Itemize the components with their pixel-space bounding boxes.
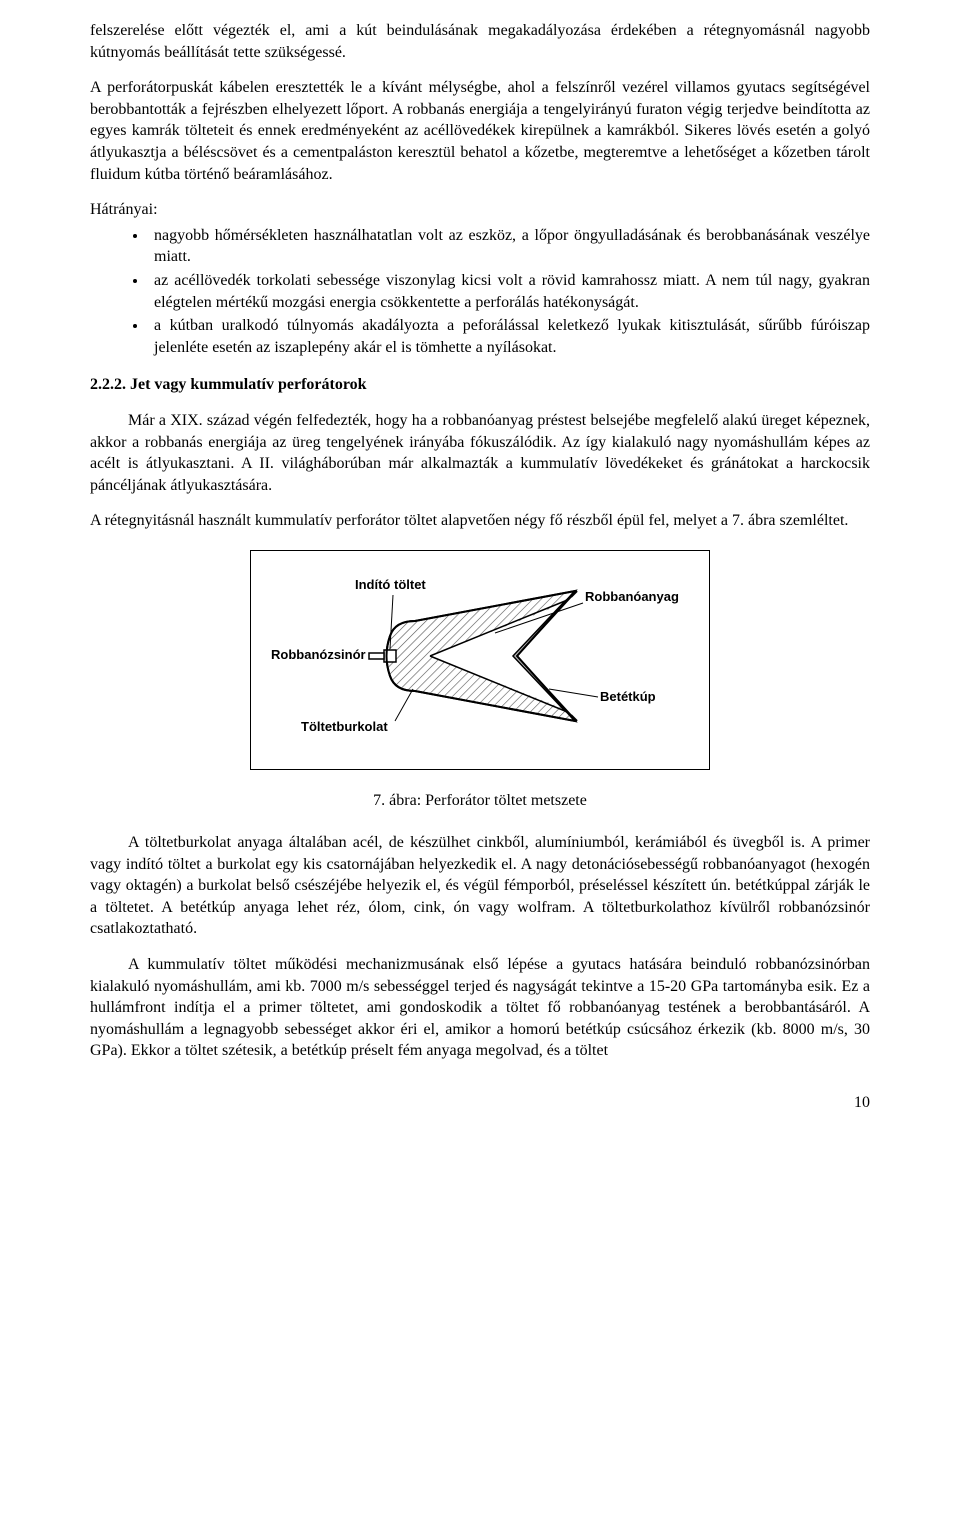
detonating-cord — [369, 653, 384, 659]
figure-container: Indító töltet Robbanózsinór Töltetburkol… — [90, 550, 870, 771]
paragraph-3: Már a XIX. század végén felfedezték, hog… — [90, 410, 870, 496]
label-anyag: Robbanóanyag — [585, 589, 679, 604]
label-indito: Indító töltet — [355, 577, 426, 592]
label-burkolat: Töltetburkolat — [301, 719, 388, 734]
perforator-diagram: Indító töltet Robbanózsinór Töltetburkol… — [265, 561, 695, 751]
figure-caption: 7. ábra: Perforátor töltet metszete — [90, 790, 870, 812]
paragraph-6: A kummulatív töltet működési mechanizmus… — [90, 954, 870, 1062]
disadvantages-label: Hátrányai: — [90, 199, 870, 221]
paragraph-4: A rétegnyitásnál használt kummulatív per… — [90, 510, 870, 532]
list-item: a kútban uralkodó túlnyomás akadályozta … — [148, 315, 870, 358]
leader-line — [395, 689, 413, 721]
label-zsinor: Robbanózsinór — [271, 647, 366, 662]
paragraph-5: A töltetburkolat anyaga általában acél, … — [90, 832, 870, 940]
page: felszerelése előtt végezték el, ami a kú… — [0, 0, 960, 1154]
label-betet: Betétkúp — [600, 689, 656, 704]
page-number: 10 — [90, 1092, 870, 1114]
paragraph-1: felszerelése előtt végezték el, ami a kú… — [90, 20, 870, 63]
leader-line — [549, 689, 598, 697]
subsection-heading: 2.2.2. Jet vagy kummulatív perforátorok — [90, 374, 870, 396]
list-item: nagyobb hőmérsékleten használhatatlan vo… — [148, 225, 870, 268]
disadvantages-list: nagyobb hőmérsékleten használhatatlan vo… — [90, 225, 870, 359]
figure-box: Indító töltet Robbanózsinór Töltetburkol… — [250, 550, 710, 771]
paragraph-2: A perforátorpuskát kábelen eresztették l… — [90, 77, 870, 185]
list-item: az acéllövedék torkolati sebessége viszo… — [148, 270, 870, 313]
